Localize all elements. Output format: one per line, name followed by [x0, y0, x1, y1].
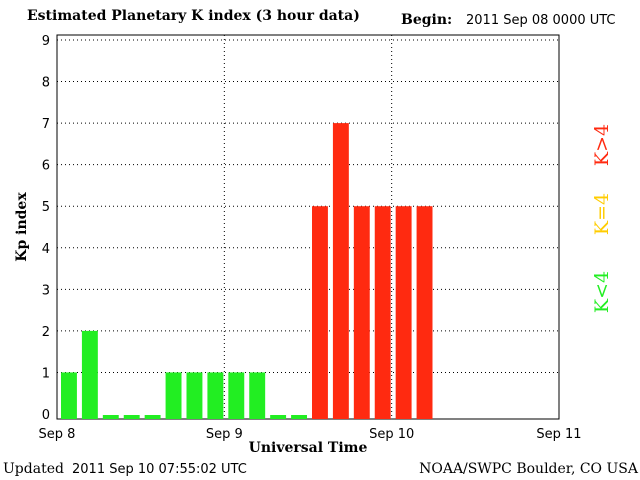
begin-value: 2011 Sep 08 0000 UTC [466, 13, 616, 28]
legend-k-equal-4: K=4 [591, 192, 613, 236]
kp-bar [374, 206, 391, 419]
y-tick-label: 1 [42, 366, 50, 381]
kp-bar [186, 372, 203, 419]
kp-bar [228, 372, 245, 419]
updated-timestamp: 2011 Sep 10 07:55:02 UTC [72, 462, 247, 477]
kp-bar [332, 123, 349, 419]
kp-bar [144, 415, 161, 419]
kp-bar [416, 206, 433, 419]
credit-text: NOAA/SWPC Boulder, CO USA [419, 461, 638, 477]
y-axis-ticks: 0 1 2 3 4 5 6 7 8 9 [42, 34, 50, 423]
y-tick-label: 8 [42, 76, 50, 91]
updated-label: Updated [3, 461, 64, 477]
kp-bar [81, 330, 98, 419]
kp-bar [353, 206, 370, 419]
y-axis-label: Kp index [14, 192, 30, 262]
kp-bar [165, 372, 182, 419]
x-tick-label: Sep 10 [369, 427, 414, 442]
kp-bar [249, 372, 266, 419]
x-tick-label: Sep 11 [536, 427, 581, 442]
y-tick-label: 0 [42, 408, 50, 423]
kp-bar [123, 415, 140, 419]
y-tick-label: 9 [42, 34, 50, 49]
kp-bar [102, 415, 119, 419]
x-axis-ticks: Sep 8 Sep 9 Sep 10 Sep 11 [39, 427, 582, 442]
kp-bar [291, 415, 307, 419]
plot-frame [56, 34, 560, 420]
legend-k-greater-4: K>4 [591, 123, 613, 167]
begin-label: Begin: [401, 12, 453, 28]
y-tick-label: 4 [42, 242, 50, 257]
kp-bar [61, 372, 77, 419]
chart-title: Estimated Planetary K index (3 hour data… [27, 8, 360, 24]
x-tick-label: Sep 9 [206, 427, 243, 442]
y-tick-label: 7 [42, 117, 50, 132]
bars [61, 123, 433, 419]
kp-bar [395, 206, 412, 419]
kp-bar [270, 415, 287, 419]
y-tick-label: 3 [42, 283, 50, 298]
kp-bar [312, 206, 328, 419]
y-tick-label: 2 [42, 325, 50, 340]
legend-k-less-4: K<4 [591, 270, 613, 314]
y-tick-label: 5 [42, 200, 50, 215]
grid-lines [57, 35, 559, 419]
x-axis-label: Universal Time [248, 440, 368, 456]
x-tick-label: Sep 8 [39, 427, 76, 442]
y-tick-label: 6 [42, 159, 50, 174]
kp-bar [207, 372, 224, 419]
